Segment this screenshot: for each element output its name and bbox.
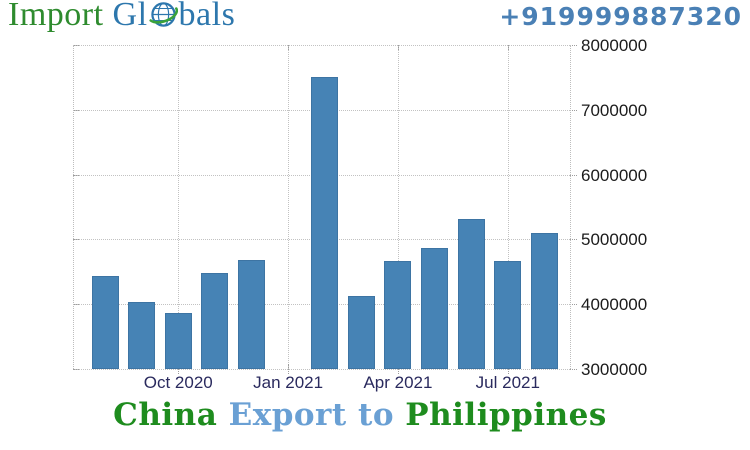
x-tick-top — [397, 45, 399, 50]
bar — [201, 273, 229, 369]
x-axis-label: Jul 2021 — [475, 373, 540, 392]
x-tick-bottom — [288, 364, 290, 374]
y-tick-right — [570, 174, 577, 176]
x-axis-label: Apr 2021 — [363, 373, 433, 392]
bar — [311, 76, 339, 369]
gridline-vertical — [288, 45, 290, 369]
title-part-china: China — [113, 397, 218, 433]
bar — [457, 218, 485, 369]
y-axis-label: 7000000 — [581, 100, 648, 120]
x-tick-top — [178, 45, 180, 50]
plot-border-right — [570, 45, 571, 369]
title-part-export-to: Export to — [217, 397, 406, 433]
bar — [347, 296, 375, 369]
y-tick-right — [570, 45, 577, 46]
logo-gl-text: Gl — [112, 0, 148, 33]
logo-bals-text: bals — [178, 0, 236, 33]
y-tick-left — [73, 109, 79, 111]
x-tick-bottom — [397, 364, 399, 374]
y-tick-right — [570, 369, 577, 370]
chart-title: China Export to Philippines — [40, 397, 680, 433]
y-tick-right — [570, 239, 577, 241]
logo-import-text: Import — [8, 0, 104, 33]
gridline-horizontal — [73, 369, 570, 370]
bar — [128, 302, 156, 369]
y-axis-label: 8000000 — [581, 36, 648, 55]
bar — [421, 248, 449, 369]
plot-border-left — [73, 45, 74, 369]
y-axis-label: 6000000 — [581, 165, 648, 185]
gridline-vertical — [507, 45, 509, 369]
gridline-vertical — [397, 45, 399, 369]
x-axis-label: Oct 2020 — [143, 373, 213, 392]
y-tick-left — [73, 239, 79, 241]
y-tick-right — [570, 304, 577, 306]
x-tick-top — [288, 45, 290, 50]
y-tick-left — [73, 174, 79, 176]
title-part-philippines: Philippines — [405, 397, 607, 433]
bar — [494, 261, 522, 369]
gridline-vertical — [178, 45, 180, 369]
bar — [530, 232, 558, 369]
x-tick-bottom — [507, 364, 509, 374]
y-axis-label: 5000000 — [581, 230, 648, 250]
x-tick-bottom — [178, 364, 180, 374]
y-tick-left — [73, 45, 79, 46]
x-axis-label: Jan 2021 — [253, 373, 324, 392]
x-tick-top — [507, 45, 509, 50]
y-tick-left — [73, 304, 79, 306]
import-globals-logo: Import Gl bals — [8, 0, 235, 38]
gridline-horizontal — [73, 45, 570, 46]
y-tick-right — [570, 109, 577, 111]
y-axis-label: 3000000 — [581, 360, 648, 379]
globe-icon — [148, 0, 178, 38]
bar — [384, 260, 412, 369]
y-tick-left — [73, 369, 79, 370]
y-axis-label: 4000000 — [581, 295, 648, 315]
phone-number: +919999887320 — [499, 2, 742, 31]
bar — [164, 313, 192, 369]
bar — [237, 260, 265, 369]
bar — [91, 276, 119, 369]
